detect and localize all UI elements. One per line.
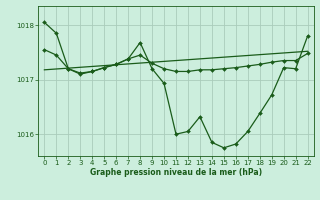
X-axis label: Graphe pression niveau de la mer (hPa): Graphe pression niveau de la mer (hPa) — [90, 168, 262, 177]
